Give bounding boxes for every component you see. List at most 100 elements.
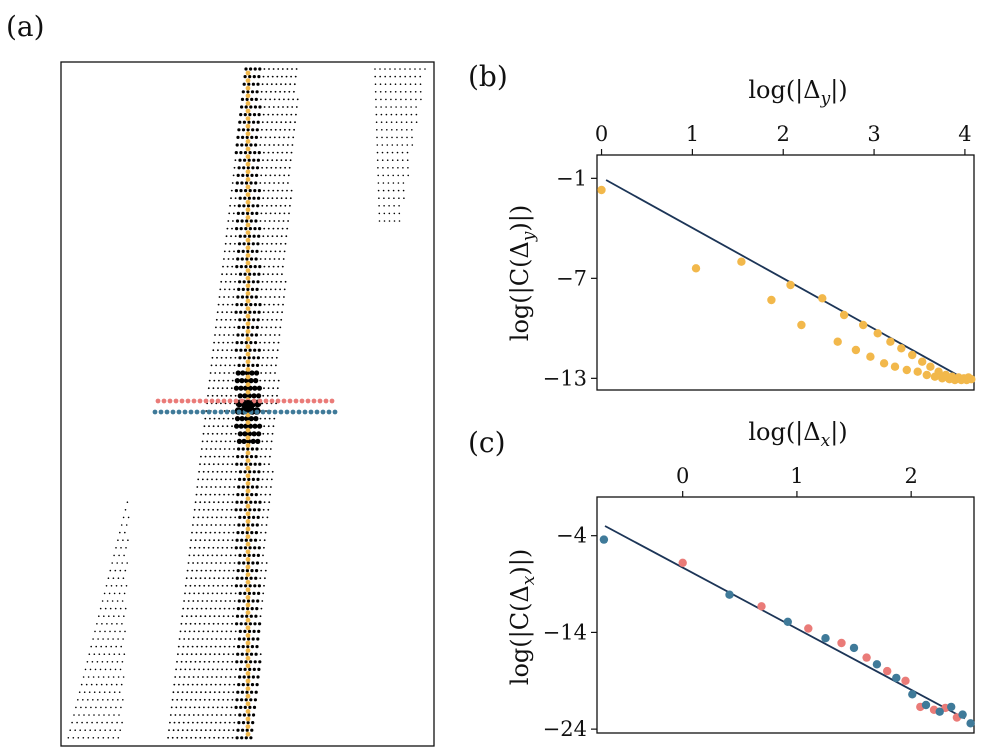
lattice-dot	[231, 501, 234, 504]
lattice-dot	[397, 167, 399, 169]
lattice-dot	[192, 638, 195, 640]
lattice-dot	[253, 348, 257, 352]
lattice-dot	[267, 227, 270, 230]
lattice-dot	[244, 500, 248, 504]
lattice-dot	[197, 600, 199, 602]
lattice-dot	[274, 212, 277, 215]
lattice-dot	[252, 318, 256, 322]
lattice-dot	[112, 737, 115, 739]
lattice-dot	[276, 113, 279, 116]
lattice-dot	[191, 683, 194, 686]
lattice-dot	[392, 167, 394, 169]
lattice-dot	[250, 249, 254, 253]
lattice-dot	[238, 713, 242, 717]
vertical-cut-dot	[245, 253, 251, 258]
red-cut-dot	[179, 398, 185, 404]
lattice-dot	[380, 106, 382, 108]
lattice-dot	[98, 653, 101, 655]
lattice-dot	[283, 288, 286, 291]
lattice-dot	[206, 676, 209, 678]
lattice-dot	[197, 638, 199, 640]
lattice-dot	[215, 600, 218, 602]
lattice-dot	[243, 310, 247, 314]
lattice-dot	[220, 440, 222, 443]
lattice-dot	[401, 136, 403, 139]
lattice-dot	[245, 690, 249, 694]
lattice-dot	[193, 630, 196, 633]
vertical-cut-dot	[245, 146, 251, 152]
lattice-dot	[206, 440, 209, 443]
lattice-dot	[121, 661, 124, 663]
lattice-dot	[229, 364, 231, 367]
lattice-dot	[208, 577, 211, 580]
red-cut-dot	[269, 398, 275, 404]
lattice-dot	[229, 204, 232, 207]
lattice-dot	[203, 660, 206, 663]
lattice-dot	[221, 387, 224, 390]
lattice-dot	[263, 584, 265, 587]
lattice-dot	[247, 82, 251, 86]
lattice-dot	[279, 90, 281, 93]
lattice-dot	[256, 393, 262, 399]
lattice-dot	[168, 729, 170, 732]
lattice-dot	[223, 531, 226, 534]
data-point-blue	[908, 690, 917, 699]
lattice-dot	[228, 524, 231, 526]
lattice-dot	[225, 432, 228, 435]
lattice-dot	[268, 265, 270, 268]
lattice-dot	[397, 182, 400, 184]
lattice-dot	[217, 736, 220, 739]
lattice-dot	[222, 539, 225, 542]
lattice-dot	[254, 493, 258, 497]
vertical-cut-dot	[245, 587, 251, 593]
lattice-dot	[227, 615, 230, 618]
lattice-dot	[397, 189, 400, 192]
lattice-dot	[199, 501, 202, 504]
lattice-dot	[226, 425, 229, 428]
lattice-dot	[249, 370, 255, 376]
lattice-dot	[232, 531, 235, 534]
lattice-dot	[243, 158, 247, 162]
lattice-dot	[259, 144, 262, 146]
lattice-dot	[278, 258, 280, 260]
lattice-dot	[249, 105, 253, 109]
lattice-dot	[251, 675, 255, 679]
lattice-dot	[247, 637, 251, 641]
lattice-dot	[399, 75, 402, 78]
lattice-dot	[209, 691, 212, 694]
lattice-dot	[208, 539, 211, 542]
lattice-dot	[380, 113, 383, 116]
lattice-dot	[227, 736, 229, 739]
lattice-dot	[229, 356, 232, 359]
lattice-dot	[249, 652, 254, 656]
lattice-dot	[111, 721, 113, 724]
lattice-dot	[267, 425, 270, 428]
lattice-dot	[222, 577, 225, 580]
lattice-dot	[391, 144, 394, 146]
lattice-dot	[284, 280, 287, 283]
lattice-dot	[223, 258, 225, 260]
lattice-dot	[230, 394, 232, 397]
lattice-dot	[292, 98, 294, 101]
lattice-dot	[388, 220, 391, 222]
lattice-dot	[243, 75, 247, 79]
lattice-dot	[233, 486, 236, 488]
lattice-dot	[242, 280, 246, 284]
lattice-dot	[257, 189, 261, 193]
lattice-dot	[200, 607, 203, 610]
vertical-cut-dot	[245, 503, 251, 509]
lattice-dot	[267, 470, 269, 473]
lattice-dot	[241, 645, 245, 649]
lattice-dot	[254, 135, 258, 139]
lattice-dot	[214, 729, 216, 732]
lattice-dot	[262, 592, 265, 595]
lattice-dot	[220, 714, 223, 716]
lattice-dot	[188, 554, 191, 557]
lattice-dot	[233, 683, 236, 686]
lattice-dot	[247, 477, 251, 481]
lattice-dot	[284, 166, 286, 169]
lattice-dot	[213, 539, 216, 542]
lattice-dot	[239, 227, 243, 231]
lattice-dot	[83, 691, 86, 693]
lattice-dot	[187, 638, 190, 640]
